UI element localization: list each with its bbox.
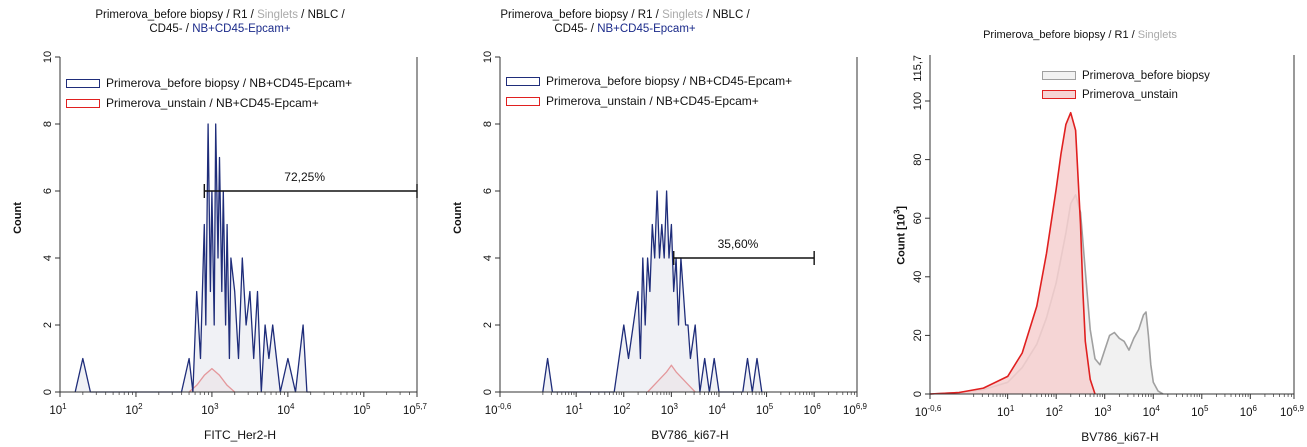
series-area (930, 112, 1095, 394)
legend-2: Primerova_before biopsy / NB+CD45-Epcam+… (506, 71, 792, 111)
x-tick-label: 102 (125, 402, 143, 417)
y-tick-label: 10 (42, 51, 54, 63)
y-tick-label: 100 (912, 92, 924, 110)
x-tick-label: 103 (201, 402, 219, 417)
y-axis-label-3: Count [103] (892, 205, 908, 265)
legend-label: Primerova_before biopsy (1082, 69, 1210, 82)
legend-swatch (506, 76, 540, 86)
histogram-chart-2: 0 2 4 6 8 10 10-0,6 101 102 103 104 105 106 106,9 35,6… (482, 51, 868, 417)
x-tick-label: 101 (49, 402, 67, 417)
legend-label: Primerova_before biopsy / NB+CD45-Epcam+ (546, 74, 793, 88)
y-tick-label: 20 (912, 329, 924, 341)
legend-item: Primerova_unstain / NB+CD45-Epcam+ (66, 93, 352, 113)
series-line (929, 111, 1096, 395)
x-tick-label: 103 (661, 402, 679, 417)
y-tick-label: 0 (482, 389, 494, 395)
x-axis-label-1: FITC_Her2-H (203, 428, 276, 442)
gate-label: 72,25% (284, 170, 325, 184)
legend-swatch (506, 96, 540, 106)
x-tick-label: 101 (566, 402, 584, 417)
y-tick-label: 8 (42, 121, 54, 127)
legend-3: Primerova_before biopsy Primerova_unstai… (1042, 66, 1210, 104)
x-tick-label: 10-0,6 (915, 404, 942, 419)
y-axis-label-1: Count (12, 202, 24, 234)
x-tick-label: 106,9 (1280, 404, 1304, 419)
x-tick-label: 104 (1143, 404, 1161, 419)
chart-panel-3: Primerova_before biopsy / R1 / Singlets … (880, 0, 1307, 447)
histogram-chart-3: 0 20 40 60 80 100 115,7 10-0,6 101 102 103 104 105 10… (912, 55, 1305, 419)
legend-swatch (1042, 71, 1076, 80)
x-tick-label: 104 (708, 402, 726, 417)
x-tick-label: 101 (997, 404, 1015, 419)
chart-title-2: Primerova_before biopsy / R1 / Singlets … (500, 9, 750, 35)
y-tick-label: 4 (42, 255, 54, 261)
x-tick-label: 104 (277, 402, 295, 417)
chart-panel-1: Primerova_before biopsy / R1 / Singlets … (0, 0, 440, 447)
y-tick-label: 0 (912, 391, 924, 397)
y-tick-label: 80 (912, 153, 924, 165)
chart-title-1: Primerova_before biopsy / R1 / Singlets … (95, 9, 345, 35)
histogram-chart-1: 0 2 4 6 8 10 101 102 103 104 105 105,7 72,25% (42, 51, 428, 417)
gate-label: 35,60% (718, 237, 759, 251)
legend-label: Primerova_unstain / NB+CD45-Epcam+ (546, 94, 759, 108)
x-tick-label: 103 (1094, 404, 1112, 419)
x-tick-label: 10-0,6 (485, 402, 512, 417)
series-area (75, 124, 311, 392)
x-tick-label: 105 (1191, 404, 1209, 419)
x-tick-label: 102 (613, 402, 631, 417)
y-tick-label: 40 (912, 271, 924, 283)
legend-label: Primerova_before biopsy / NB+CD45-Epcam+ (106, 76, 353, 90)
y-tick-label: 60 (912, 212, 924, 224)
legend-item: Primerova_before biopsy / NB+CD45-Epcam+ (66, 73, 352, 93)
x-tick-label: 105 (756, 402, 774, 417)
legend-item: Primerova_unstain (1042, 85, 1210, 104)
y-tick-label: 6 (482, 188, 494, 194)
y-tick-label: 6 (42, 188, 54, 194)
x-tick-label: 106 (804, 402, 822, 417)
legend-1: Primerova_before biopsy / NB+CD45-Epcam+… (66, 73, 352, 113)
y-axis-label-2: Count (452, 202, 464, 234)
y-tick-label: 8 (482, 121, 494, 127)
x-tick-label: 105,7 (403, 402, 427, 417)
y-tick-label: 10 (482, 51, 494, 63)
legend-item: Primerova_before biopsy (1042, 66, 1210, 85)
series-area (542, 191, 762, 392)
x-axis-label-2: BV786_ki67-H (651, 428, 729, 442)
x-tick-label: 105 (353, 402, 371, 417)
legend-swatch (66, 98, 100, 108)
y-top-label: 115,7 (912, 55, 924, 82)
x-tick-label: 106 (1240, 404, 1258, 419)
y-tick-label: 2 (482, 322, 494, 328)
chart-title-3: Primerova_before biopsy / R1 / Singlets (983, 29, 1177, 41)
legend-item: Primerova_unstain / NB+CD45-Epcam+ (506, 91, 792, 111)
y-tick-label: 2 (42, 322, 54, 328)
legend-label: Primerova_unstain (1082, 88, 1178, 101)
legend-swatch (1042, 90, 1076, 99)
y-tick-label: 4 (482, 255, 494, 261)
legend-item: Primerova_before biopsy / NB+CD45-Epcam+ (506, 71, 792, 91)
x-tick-label: 106,9 (843, 402, 867, 417)
legend-swatch (66, 78, 100, 88)
series-line (542, 190, 763, 393)
x-tick-label: 102 (1046, 404, 1064, 419)
series-line (74, 123, 311, 393)
legend-label: Primerova_unstain / NB+CD45-Epcam+ (106, 96, 319, 110)
x-axis-label-3: BV786_ki67-H (1081, 430, 1159, 444)
chart-panel-2: Primerova_before biopsy / R1 / Singlets … (440, 0, 880, 447)
y-tick-label: 0 (42, 389, 54, 395)
